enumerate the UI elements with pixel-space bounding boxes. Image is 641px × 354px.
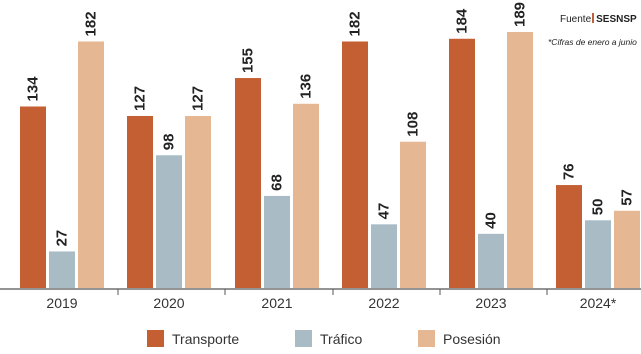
- data-label-posesion-2024: 57: [619, 189, 636, 206]
- bar-posesion-2021: [293, 103, 319, 288]
- data-label-posesion-2022: 108: [405, 112, 422, 137]
- source-separator: [592, 13, 595, 23]
- data-label-posesion-2019: 182: [83, 11, 100, 36]
- legend-swatch-trafico: [295, 330, 312, 347]
- legend-swatch-transporte: [147, 330, 164, 347]
- data-label-trafico-2021: 68: [269, 174, 286, 191]
- legend-item-posesion: Posesión: [418, 330, 501, 347]
- legend-label-posesion: Posesión: [443, 330, 501, 347]
- bar-posesion-2019: [78, 41, 104, 289]
- legend-item-transporte: Transporte: [147, 330, 239, 347]
- x-tick-label-2023: 2023: [475, 295, 506, 311]
- source-prefix: Fuente: [560, 14, 592, 25]
- legend-item-trafico: Tráfico: [295, 330, 362, 347]
- bar-transporte-2022: [342, 41, 368, 289]
- source-org: SESNSP: [596, 14, 637, 25]
- legend-swatch-posesion: [418, 330, 435, 347]
- data-label-transporte-2020: 127: [132, 86, 149, 111]
- legend: Transporte Tráfico Posesión: [0, 330, 641, 354]
- data-label-transporte-2019: 134: [25, 76, 42, 102]
- data-label-trafico-2019: 27: [54, 230, 71, 247]
- x-tick-label-2020: 2020: [153, 295, 184, 311]
- x-tick-label-2021: 2021: [261, 295, 292, 311]
- data-label-transporte-2021: 155: [240, 48, 257, 73]
- data-label-trafico-2024: 50: [590, 199, 607, 216]
- x-tick-label-2019: 2019: [46, 295, 77, 311]
- bar-trafico-2024: [585, 220, 611, 288]
- data-label-posesion-2020: 127: [190, 86, 207, 111]
- bar-chart: 134 27 182 2019 127 98 127 2020 155 68 136 2021 182 4…: [0, 2, 641, 311]
- footnote: *Cifras de enero a junio: [548, 37, 637, 47]
- legend-label-transporte: Transporte: [172, 330, 240, 347]
- bar-posesion-2020: [185, 115, 211, 288]
- data-label-trafico-2022: 47: [376, 203, 393, 220]
- x-tick-label-2024: 2024*: [580, 295, 617, 311]
- bar-trafico-2020: [156, 155, 182, 288]
- data-label-transporte-2022: 182: [347, 11, 364, 36]
- bar-posesion-2022: [400, 141, 426, 288]
- bar-transporte-2023: [449, 38, 475, 288]
- bar-posesion-2023: [507, 32, 533, 288]
- x-tick-label-2022: 2022: [368, 295, 399, 311]
- bar-transporte-2020: [127, 115, 153, 288]
- data-label-posesion-2021: 136: [298, 74, 315, 99]
- bar-trafico-2022: [371, 224, 397, 288]
- bar-trafico-2019: [49, 251, 75, 288]
- bar-posesion-2024: [614, 210, 640, 288]
- data-label-trafico-2023: 40: [483, 212, 500, 229]
- data-label-posesion-2023: 189: [512, 2, 529, 27]
- data-label-transporte-2023: 184: [454, 8, 471, 34]
- bar-transporte-2021: [235, 78, 261, 288]
- bar-transporte-2024: [556, 185, 582, 288]
- bar-transporte-2019: [20, 106, 46, 289]
- legend-label-trafico: Tráfico: [320, 330, 363, 347]
- data-label-transporte-2024: 76: [561, 163, 578, 180]
- bar-trafico-2021: [264, 195, 290, 288]
- data-label-trafico-2020: 98: [161, 134, 178, 151]
- bar-trafico-2023: [478, 233, 504, 288]
- source-label: Fuente SESNSP: [560, 13, 637, 25]
